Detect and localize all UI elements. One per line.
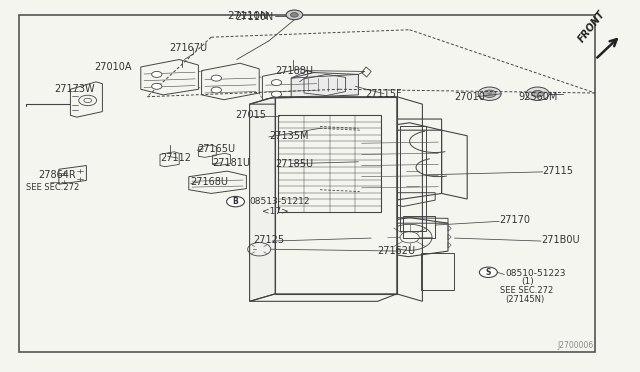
Text: S: S [486,268,491,277]
Text: 27185U: 27185U [275,159,314,169]
Text: 27167U: 27167U [170,44,208,53]
Text: FRONT: FRONT [576,9,607,45]
Circle shape [483,90,496,97]
Text: 08513-51212: 08513-51212 [250,197,310,206]
Text: 27125: 27125 [253,235,284,245]
Text: 27173W: 27173W [54,84,95,94]
Circle shape [286,10,303,20]
Text: 27115F: 27115F [365,89,401,99]
Circle shape [479,267,497,278]
Text: 27162U: 27162U [378,246,416,256]
Text: B: B [233,197,238,206]
Text: 27188U: 27188U [275,67,313,76]
Text: 27168U: 27168U [191,177,228,187]
Text: 271B0U: 271B0U [541,235,579,245]
Text: 92560M: 92560M [518,92,558,102]
Text: 27112: 27112 [160,153,191,163]
Text: <17>: <17> [262,207,289,216]
Circle shape [478,87,501,100]
Text: 27110N: 27110N [227,11,268,20]
Text: 27165U: 27165U [197,144,236,154]
Text: 27115: 27115 [543,166,573,176]
Text: (1): (1) [522,278,534,286]
Text: (27145N): (27145N) [506,295,545,304]
Text: J2700006: J2700006 [557,341,594,350]
Text: 27135M: 27135M [269,131,308,141]
Text: 08510-51223: 08510-51223 [506,269,566,278]
Circle shape [291,13,298,17]
Text: SEE SEC.272: SEE SEC.272 [500,286,554,295]
Circle shape [271,80,282,86]
Circle shape [211,87,221,93]
Text: 27110N: 27110N [236,12,274,22]
Text: 27181U: 27181U [212,158,250,167]
Circle shape [271,91,282,97]
Text: 27170: 27170 [499,215,530,225]
Circle shape [526,87,549,100]
Circle shape [152,71,162,77]
Text: SEE SEC.272: SEE SEC.272 [26,183,79,192]
Text: 27010: 27010 [454,92,485,102]
Circle shape [211,75,221,81]
Polygon shape [250,97,275,301]
Circle shape [487,92,492,95]
Text: 27010A: 27010A [95,62,132,72]
Polygon shape [275,97,397,294]
Circle shape [152,83,162,89]
Circle shape [227,196,244,207]
Circle shape [532,90,543,97]
Text: 27864R: 27864R [38,170,76,180]
Polygon shape [291,73,358,97]
Text: 27015: 27015 [236,110,266,120]
